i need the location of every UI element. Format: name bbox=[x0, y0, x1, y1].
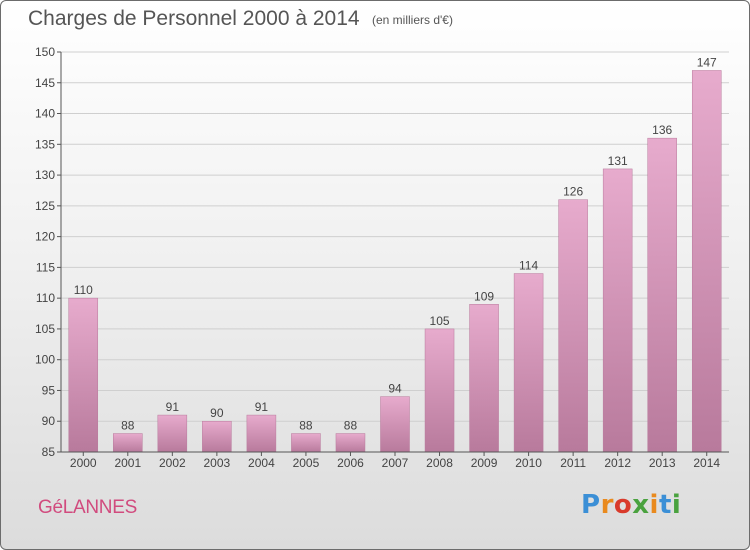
y-tick-label: 90 bbox=[42, 414, 56, 428]
bar-2012 bbox=[602, 168, 633, 453]
bar-2009 bbox=[469, 304, 499, 453]
bars: 110 88 91 90 91 88 88 94 105 109 114 126 131 136 147 bbox=[68, 55, 722, 453]
logo-letter: P bbox=[581, 490, 601, 520]
bar-2010 bbox=[513, 273, 544, 453]
y-tick-label: 150 bbox=[35, 45, 55, 59]
bar-2002 bbox=[157, 414, 188, 453]
y-tick-label: 145 bbox=[35, 76, 55, 90]
data-label-2012: 131 bbox=[608, 154, 628, 168]
x-tick-label-2002: 2002 bbox=[159, 456, 186, 470]
data-label-2005: 88 bbox=[299, 419, 313, 433]
x-tick-label-2006: 2006 bbox=[337, 456, 364, 470]
x-tick-label-2007: 2007 bbox=[382, 456, 409, 470]
data-label-2013: 136 bbox=[652, 123, 672, 137]
x-tick-label-2010: 2010 bbox=[515, 456, 542, 470]
bar-2004 bbox=[246, 414, 277, 453]
y-tick-label: 105 bbox=[35, 322, 55, 336]
x-tick-label-2014: 2014 bbox=[693, 456, 720, 470]
y-tick-label: 110 bbox=[36, 291, 55, 305]
x-tick-label-2008: 2008 bbox=[426, 456, 453, 470]
logo-letter: i bbox=[671, 490, 682, 520]
data-label-2011: 126 bbox=[563, 185, 583, 199]
bar-2005 bbox=[291, 433, 321, 453]
data-label-2000: 110 bbox=[74, 283, 93, 297]
bar-2007 bbox=[380, 396, 410, 453]
bar-2014 bbox=[691, 70, 722, 453]
bar-2001 bbox=[113, 433, 143, 453]
logo-letter: r bbox=[600, 490, 614, 520]
data-label-2008: 105 bbox=[430, 314, 450, 328]
y-tick-label: 120 bbox=[35, 230, 55, 244]
location-name: GéLANNES bbox=[38, 497, 137, 518]
x-tick-label-2011: 2011 bbox=[560, 456, 586, 470]
logo-letter: i bbox=[649, 490, 659, 520]
y-tick-label: 85 bbox=[42, 445, 56, 459]
data-label-2014: 147 bbox=[697, 55, 717, 69]
x-tick-label-2004: 2004 bbox=[248, 456, 275, 470]
y-tick-label: 125 bbox=[35, 199, 55, 213]
bar-2003 bbox=[202, 420, 232, 453]
x-tick-label-2005: 2005 bbox=[293, 456, 320, 470]
logo-letter: t bbox=[658, 490, 672, 520]
bar-2013 bbox=[647, 137, 677, 453]
data-label-2006: 88 bbox=[344, 419, 358, 433]
x-tick-label-2009: 2009 bbox=[471, 456, 498, 470]
data-label-2001: 88 bbox=[121, 419, 135, 433]
data-label-2009: 109 bbox=[474, 289, 494, 303]
data-label-2007: 94 bbox=[388, 382, 402, 396]
data-label-2010: 114 bbox=[519, 259, 538, 273]
y-tick-label: 130 bbox=[35, 168, 55, 182]
proxiti-logo[interactable]: Proxiti bbox=[581, 490, 681, 520]
bar-2000 bbox=[68, 297, 99, 453]
chart-title: Charges de Personnel 2000 à 2014 bbox=[28, 7, 360, 30]
y-tick-label: 135 bbox=[35, 137, 55, 151]
x-tick-label-2000: 2000 bbox=[70, 456, 97, 470]
y-tick-label: 140 bbox=[35, 107, 55, 121]
axes: 85 90 95 100 105 110 115 120 125 130 135 140 145 150 2… bbox=[35, 45, 729, 470]
data-label-2002: 91 bbox=[166, 400, 180, 414]
y-tick-label: 100 bbox=[35, 353, 55, 367]
data-label-2004: 91 bbox=[255, 400, 269, 414]
x-tick-label-2012: 2012 bbox=[604, 456, 631, 470]
bar-2008 bbox=[424, 328, 455, 453]
x-tick-label-2013: 2013 bbox=[649, 456, 676, 470]
bar-2011 bbox=[558, 199, 588, 453]
y-tick-label: 115 bbox=[36, 260, 55, 274]
logo-letter: x bbox=[632, 490, 650, 520]
data-label-2003: 90 bbox=[210, 406, 224, 420]
x-tick-label-2001: 2001 bbox=[114, 456, 141, 470]
chart-subtitle: (en milliers d'€) bbox=[372, 13, 453, 27]
bar-2006 bbox=[335, 433, 366, 453]
y-tick-label: 95 bbox=[42, 383, 56, 397]
x-tick-label-2003: 2003 bbox=[204, 456, 231, 470]
logo-letter: o bbox=[613, 490, 633, 520]
